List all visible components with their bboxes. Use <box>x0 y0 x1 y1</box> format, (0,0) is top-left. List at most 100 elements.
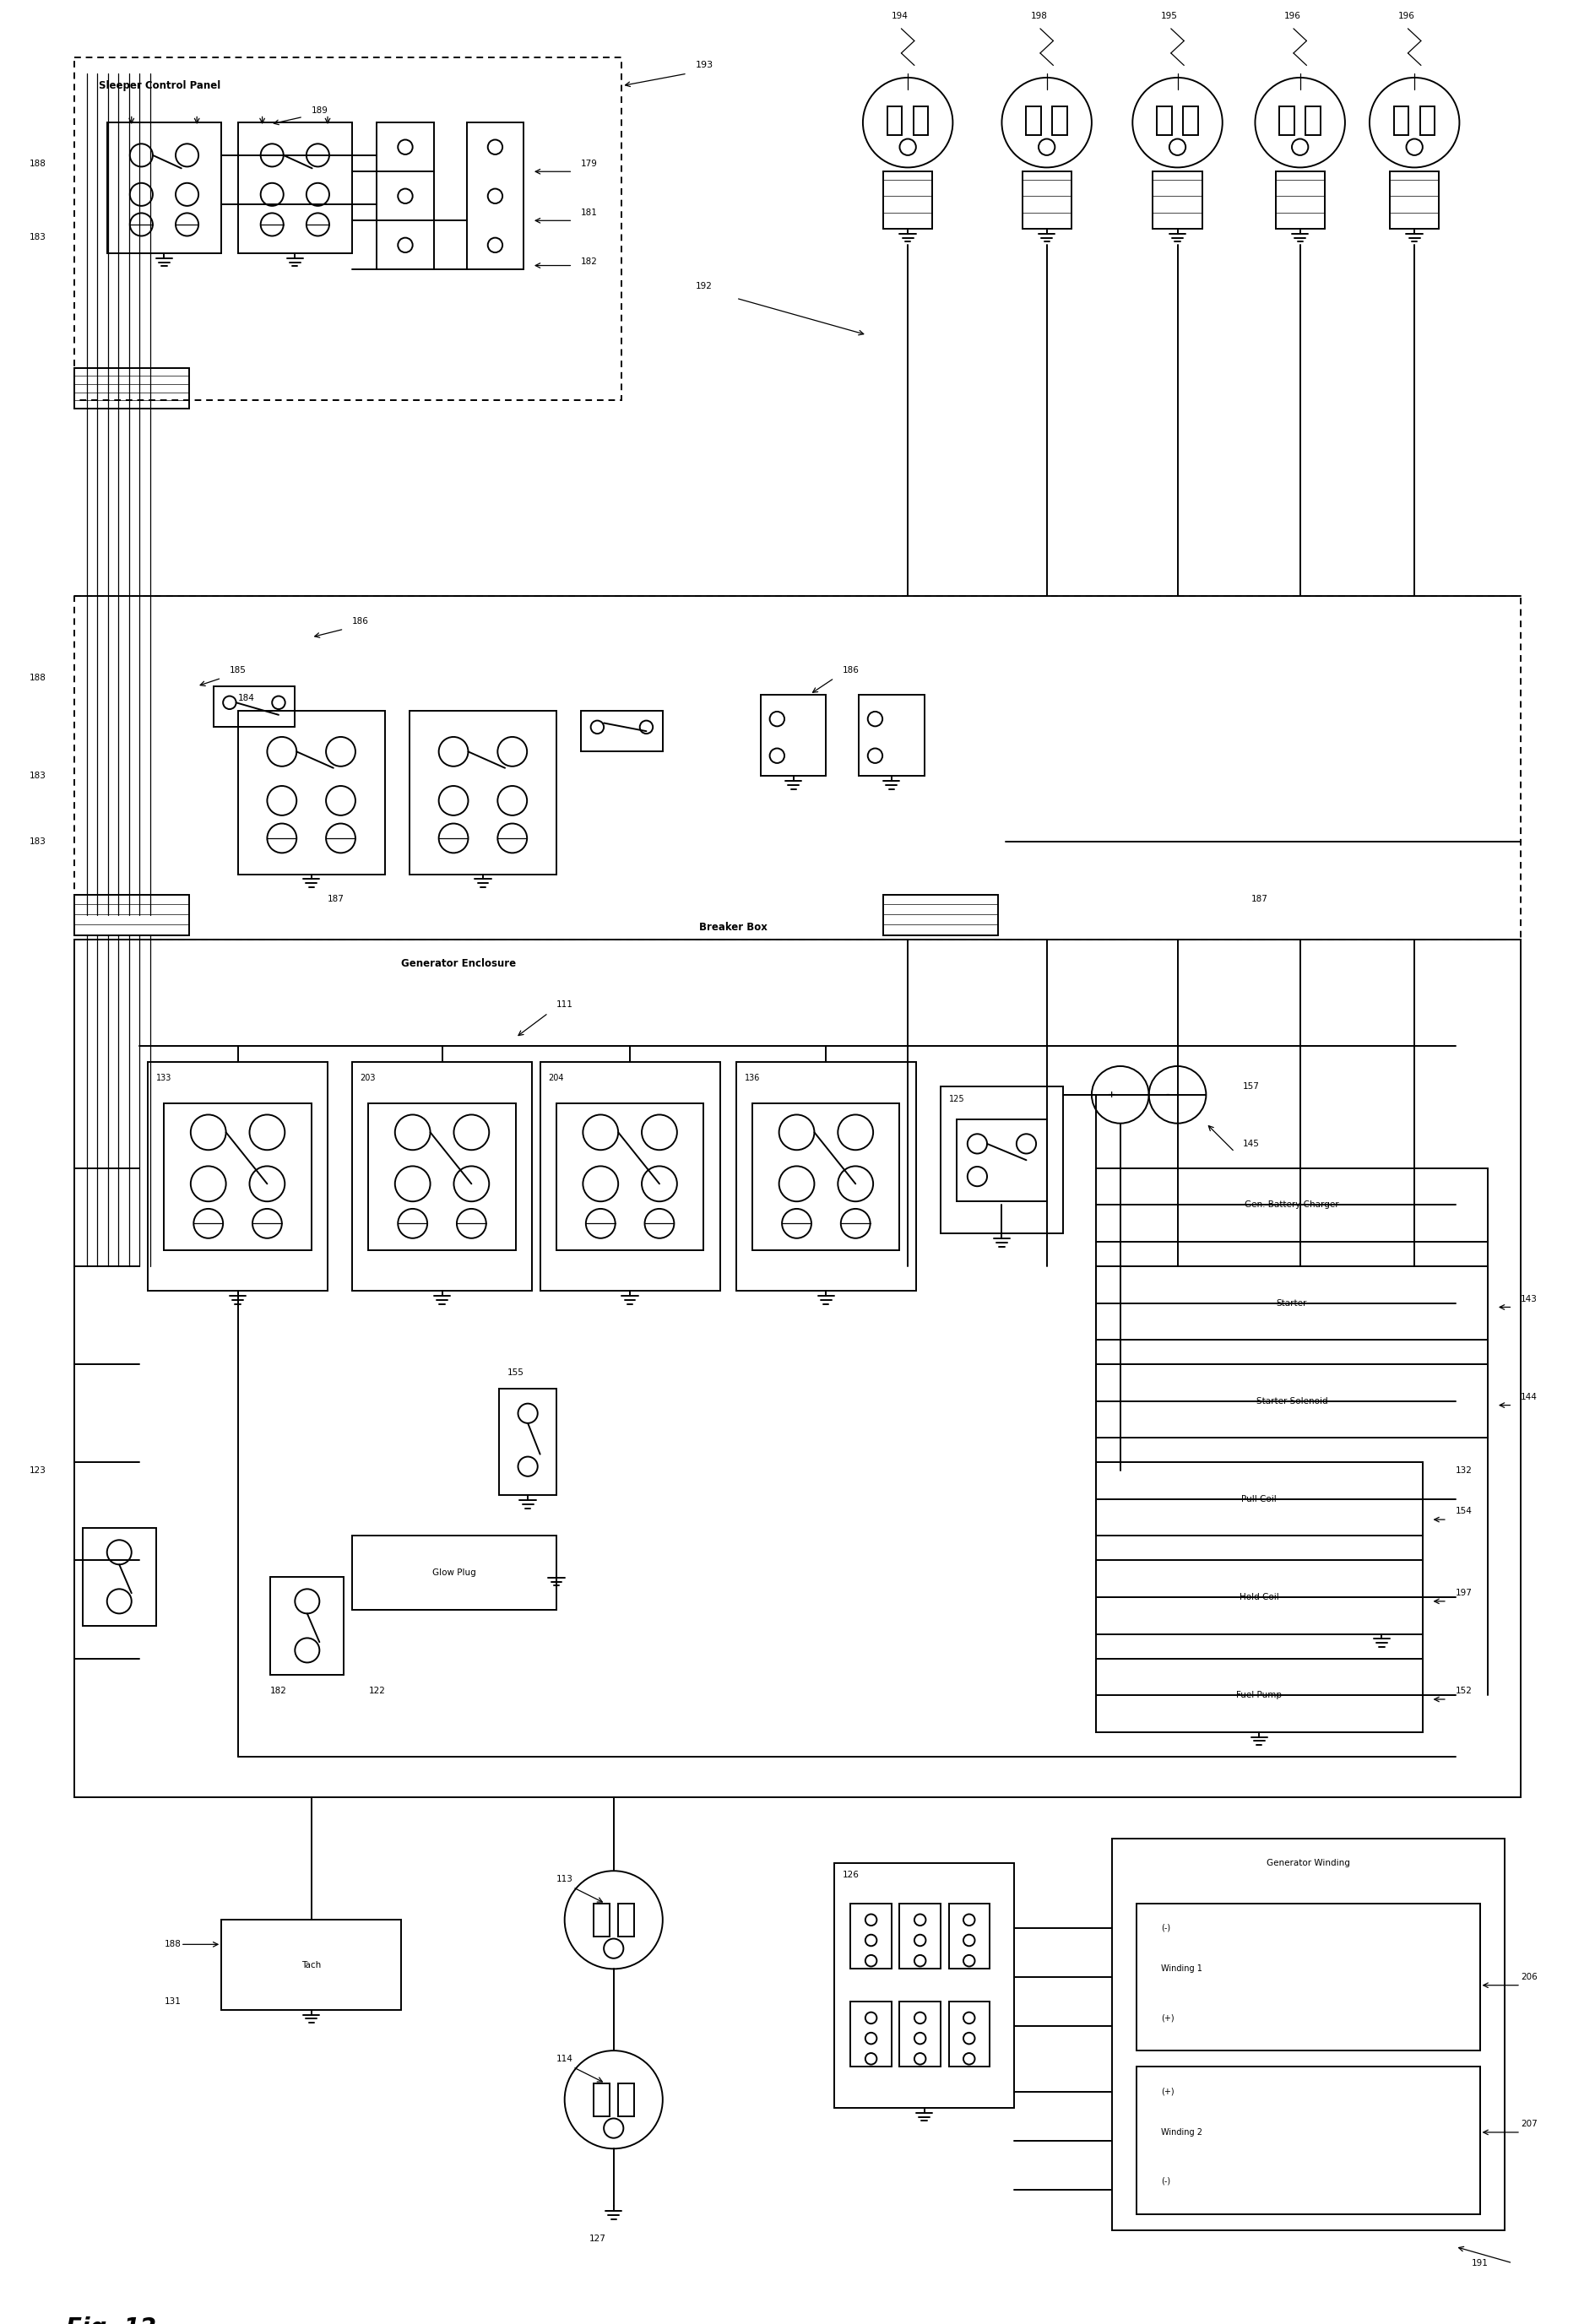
Bar <box>1420 107 1436 135</box>
Text: 155: 155 <box>507 1369 525 1376</box>
Text: Starter Solenoid: Starter Solenoid <box>1257 1397 1327 1406</box>
Bar <box>1022 172 1072 228</box>
Text: 191: 191 <box>1472 2259 1488 2268</box>
Text: 182: 182 <box>271 1687 287 1694</box>
Text: 182: 182 <box>581 258 598 265</box>
Bar <box>467 123 523 270</box>
Text: 123: 123 <box>29 1466 46 1476</box>
Bar <box>222 1920 402 2010</box>
Bar <box>75 58 622 400</box>
Text: 125: 125 <box>949 1095 965 1104</box>
Bar <box>850 1903 892 1968</box>
Bar <box>1096 1364 1488 1439</box>
Text: 183: 183 <box>29 772 46 781</box>
Bar <box>1053 107 1067 135</box>
Text: Starter: Starter <box>1276 1299 1308 1308</box>
Bar <box>581 711 662 751</box>
Bar <box>593 2082 609 2115</box>
Bar <box>900 1903 941 1968</box>
Text: 122: 122 <box>368 1687 386 1694</box>
Bar <box>1153 172 1203 228</box>
Text: 197: 197 <box>1455 1590 1472 1597</box>
Text: +: + <box>1109 1090 1116 1099</box>
Bar <box>238 123 352 253</box>
Text: 154: 154 <box>1455 1508 1472 1515</box>
Bar <box>1137 2066 1480 2215</box>
Text: (+): (+) <box>1161 2087 1174 2096</box>
Text: 204: 204 <box>549 1074 565 1083</box>
Text: Winding 2: Winding 2 <box>1161 2129 1203 2136</box>
Bar <box>164 1104 311 1250</box>
Bar <box>557 1104 703 1250</box>
Text: Sleeper Control Panel: Sleeper Control Panel <box>99 81 220 91</box>
Text: 187: 187 <box>1250 895 1268 904</box>
Text: Tach: Tach <box>301 1961 321 1968</box>
Text: 194: 194 <box>892 12 908 21</box>
Text: Winding 1: Winding 1 <box>1161 1964 1203 1973</box>
Text: 196: 196 <box>1399 12 1415 21</box>
Bar <box>834 1864 1014 2108</box>
Text: 126: 126 <box>842 1871 860 1880</box>
Bar <box>884 172 933 228</box>
Bar <box>1183 107 1198 135</box>
Bar <box>541 1062 719 1290</box>
Bar <box>617 1903 635 1936</box>
Text: 113: 113 <box>557 1875 573 1882</box>
Bar <box>941 1088 1064 1234</box>
Text: 145: 145 <box>1243 1139 1260 1148</box>
Bar <box>617 2082 635 2115</box>
Text: Breaker Box: Breaker Box <box>700 923 767 932</box>
Text: Fig. 12: Fig. 12 <box>65 2317 156 2324</box>
Text: Gen. Battery Charger: Gen. Battery Charger <box>1244 1202 1340 1208</box>
Text: Fuel Pump: Fuel Pump <box>1236 1692 1282 1699</box>
Bar <box>368 1104 515 1250</box>
Text: 179: 179 <box>581 158 598 167</box>
Bar <box>884 895 998 937</box>
Bar <box>1389 172 1439 228</box>
Text: 203: 203 <box>360 1074 376 1083</box>
Text: (-): (-) <box>1161 1924 1171 1931</box>
Text: 183: 183 <box>29 837 46 846</box>
Bar <box>1156 107 1172 135</box>
Text: 131: 131 <box>164 1996 180 2006</box>
Text: 157: 157 <box>1243 1083 1260 1090</box>
Text: 207: 207 <box>1520 2119 1538 2129</box>
Text: 186: 186 <box>352 616 368 625</box>
Text: 198: 198 <box>1030 12 1048 21</box>
Text: 127: 127 <box>589 2233 606 2243</box>
Text: (+): (+) <box>1161 2013 1174 2022</box>
Bar <box>410 711 557 874</box>
Text: 206: 206 <box>1520 1973 1538 1982</box>
Bar <box>271 1576 345 1676</box>
Bar <box>593 1903 609 1936</box>
Bar <box>887 107 903 135</box>
Bar <box>957 1120 1046 1202</box>
Bar <box>75 939 1520 1796</box>
Text: 133: 133 <box>156 1074 172 1083</box>
Text: Pull Coil: Pull Coil <box>1241 1494 1278 1504</box>
Text: 143: 143 <box>1520 1294 1538 1304</box>
Bar <box>1112 1838 1504 2231</box>
Text: 195: 195 <box>1161 12 1179 21</box>
Text: 188: 188 <box>29 158 46 167</box>
Bar <box>75 895 188 937</box>
Bar <box>1026 107 1042 135</box>
Bar <box>1137 1903 1480 2050</box>
Bar <box>83 1527 156 1627</box>
Text: Hold Coil: Hold Coil <box>1239 1592 1279 1601</box>
Text: -: - <box>1166 1090 1169 1099</box>
Bar <box>900 2001 941 2066</box>
Text: 136: 136 <box>745 1074 759 1083</box>
Bar <box>376 123 434 270</box>
Text: 184: 184 <box>238 695 255 702</box>
Text: Generator Winding: Generator Winding <box>1266 1859 1349 1866</box>
Bar <box>914 107 928 135</box>
Text: 132: 132 <box>1455 1466 1472 1476</box>
Bar <box>1096 1267 1488 1341</box>
Text: 114: 114 <box>557 2054 573 2064</box>
Bar <box>1394 107 1408 135</box>
Bar <box>761 695 826 776</box>
Text: Generator Enclosure: Generator Enclosure <box>402 957 517 969</box>
Bar <box>949 1903 989 1968</box>
Bar <box>1096 1462 1423 1536</box>
